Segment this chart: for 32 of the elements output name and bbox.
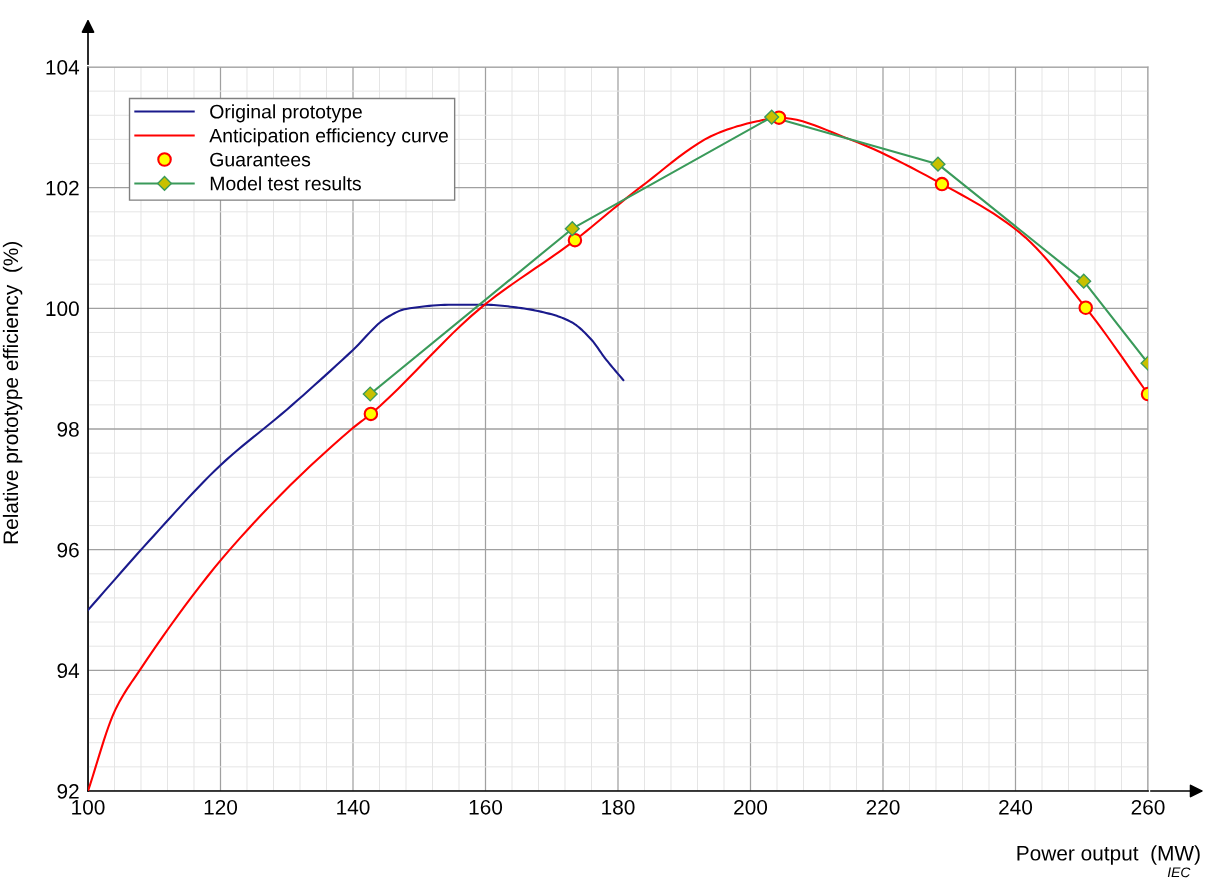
y-axis-title: Relative prototype efficiency (%) <box>2 242 23 544</box>
point <box>362 386 378 402</box>
x-axis-title: Power output (MW) <box>1017 845 1200 865</box>
x-tick-label: 180 <box>602 799 635 815</box>
point <box>934 176 950 192</box>
text: IEC <box>1167 867 1191 878</box>
point <box>567 232 583 248</box>
point <box>564 221 580 237</box>
legend-label: Guarantees <box>210 152 311 167</box>
x-tick-label: 100 <box>72 799 105 815</box>
point <box>363 406 379 422</box>
x-tick-label: 160 <box>469 799 503 815</box>
x-tick-label: 260 <box>1131 799 1165 815</box>
legend-label: Model test results <box>210 176 361 191</box>
y-tick-label: 96 <box>57 542 79 558</box>
x-tick-label: 200 <box>734 799 768 815</box>
x-tick-label: 240 <box>999 799 1033 815</box>
y-tick-label: 94 <box>57 663 80 679</box>
point <box>930 156 946 172</box>
legend-label: Original prototype <box>210 104 362 123</box>
y-tick-label: 104 <box>46 60 80 75</box>
y-tick-label: 102 <box>46 180 79 196</box>
x-tick-label: 140 <box>337 799 370 815</box>
point <box>1076 273 1092 289</box>
y-tick-label: 100 <box>46 301 79 317</box>
x-tick-label: 220 <box>866 799 900 815</box>
y-tick-label: 98 <box>57 422 79 437</box>
point <box>1078 300 1093 315</box>
x-tick-label: 120 <box>204 799 238 815</box>
legend-label: Anticipation efficiency curve <box>209 128 448 147</box>
point <box>764 109 780 125</box>
y-tick-label: 92 <box>57 784 79 799</box>
